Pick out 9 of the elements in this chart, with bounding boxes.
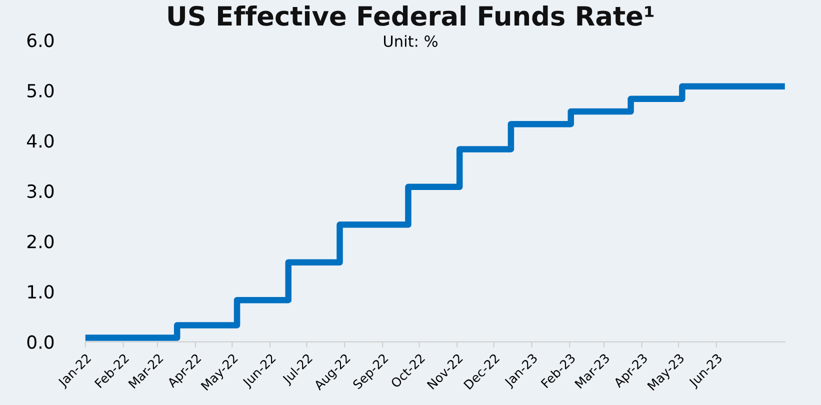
y-tick-label: 2.0 bbox=[27, 234, 54, 248]
y-tick-label: 1.0 bbox=[28, 284, 54, 299]
y-tick-label: 0.0 bbox=[27, 335, 54, 349]
y-tick-label: 4.0 bbox=[27, 134, 54, 148]
y-tick-label: 3.0 bbox=[27, 184, 54, 198]
y-tick-label: 5.0 bbox=[28, 84, 54, 98]
y-tick-label: 6.0 bbox=[27, 34, 54, 48]
chart-subtitle: Unit: % bbox=[384, 35, 438, 47]
chart-title: US Effective Federal Funds Rate¹ bbox=[168, 5, 654, 26]
